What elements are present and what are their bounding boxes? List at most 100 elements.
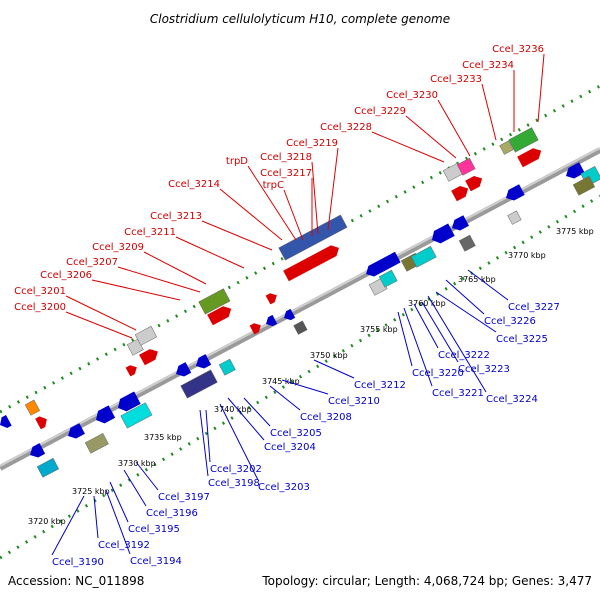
gene-block — [125, 365, 137, 377]
callout-leader-forward — [219, 188, 283, 241]
callout-leader-reverse — [413, 303, 439, 349]
gene-box — [410, 246, 437, 268]
callout-leader-reverse — [427, 295, 487, 393]
gene-arrow-reverse — [284, 308, 296, 321]
reverse-gene-label: Ccel_3205 — [270, 428, 322, 439]
gene-block — [249, 323, 261, 335]
forward-gene-label: Ccel_3219 — [286, 138, 338, 149]
gene-box — [84, 432, 109, 454]
forward-gene-label: Ccel_3234 — [462, 60, 514, 71]
gene-block — [96, 405, 116, 424]
gene-block — [68, 423, 85, 439]
gene-arrow-forward — [207, 306, 232, 326]
reverse-gene-label: Ccel_3226 — [484, 316, 536, 327]
gene-box — [36, 457, 60, 478]
gene-block — [378, 269, 398, 288]
callout-leader-forward — [247, 165, 297, 241]
forward-gene-label: trpD — [226, 156, 248, 167]
callout-leader-reverse — [93, 495, 99, 539]
gene-block — [499, 140, 514, 155]
forward-gene-label: Ccel_3233 — [430, 74, 482, 85]
dotted-track-inner — [0, 194, 600, 560]
callout-leader-reverse — [205, 409, 211, 463]
gene-box — [278, 214, 348, 261]
callout-leader-reverse — [435, 291, 497, 333]
tick-label: 3735 kbp — [144, 433, 182, 442]
callout-leader-reverse — [109, 481, 129, 523]
callout-leader-reverse — [123, 469, 147, 507]
forward-gene-label: Ccel_3230 — [386, 90, 438, 101]
gene-block — [0, 415, 12, 428]
gene-block — [572, 175, 596, 196]
forward-gene-label: Ccel_3200 — [14, 302, 66, 313]
gene-box — [507, 210, 522, 225]
gene-box — [499, 140, 514, 155]
reverse-gene-label: Ccel_3212 — [354, 380, 406, 391]
callout-leader-forward — [311, 161, 319, 235]
gene-block — [410, 246, 437, 268]
callout-leader-reverse — [105, 489, 131, 555]
gene-arrow-reverse — [196, 354, 212, 369]
gene-block — [456, 157, 476, 176]
reverse-gene-label: Ccel_3225 — [496, 334, 548, 345]
gene-box — [120, 402, 153, 429]
forward-gene-label: Ccel_3213 — [150, 211, 202, 222]
gene-block — [566, 162, 585, 179]
gene-arrow-reverse — [506, 184, 525, 201]
callout-leader-reverse — [467, 269, 509, 301]
tick-label: 3765 kbp — [458, 275, 496, 284]
gene-block — [508, 127, 539, 153]
gene-arrow-reverse — [30, 443, 46, 458]
gene-arrow-reverse — [432, 223, 455, 244]
genome-summary: Topology: circular; Length: 4,068,724 bp… — [261, 574, 592, 588]
gene-arrow-forward — [517, 148, 542, 168]
gene-block — [139, 349, 158, 366]
tick-label: 3775 kbp — [556, 227, 594, 236]
gene-block — [506, 184, 525, 201]
gene-block — [120, 402, 153, 429]
tick-label: 3720 kbp — [28, 517, 66, 526]
gene-block — [118, 391, 141, 412]
gene-arrow-reverse — [0, 415, 12, 428]
gene-block — [278, 214, 348, 261]
reverse-gene-label: Ccel_3194 — [130, 556, 182, 567]
callout-leader-forward — [175, 236, 245, 269]
gene-box — [198, 288, 231, 315]
gene-box — [378, 269, 398, 288]
callout-leader-forward — [65, 311, 133, 339]
callout-leader-forward — [143, 251, 207, 285]
gene-arrow-reverse — [366, 251, 401, 277]
accession: Accession: NC_011898 — [8, 574, 144, 588]
gene-block — [465, 176, 483, 192]
forward-gene-label: Ccel_3218 — [260, 152, 312, 163]
forward-gene-label: Ccel_3211 — [124, 227, 176, 238]
callout-leader-reverse — [445, 279, 485, 315]
reverse-gene-label: Ccel_3195 — [128, 524, 180, 535]
gene-block — [517, 148, 542, 168]
forward-gene-label: trpC — [263, 180, 284, 191]
callout-leader-forward — [65, 295, 137, 331]
tick-label: 3770 kbp — [508, 251, 546, 260]
reverse-gene-label: Ccel_3204 — [264, 442, 316, 453]
gene-block — [293, 320, 308, 335]
gene-block — [451, 186, 469, 202]
callout-leader-reverse — [281, 379, 329, 395]
gene-arrow-forward — [465, 176, 483, 192]
callout-leader-reverse — [269, 385, 301, 411]
gene-arrow-reverse — [452, 215, 469, 231]
forward-gene-label: Ccel_3229 — [354, 106, 406, 117]
gene-block — [196, 354, 212, 369]
gene-block — [198, 288, 231, 315]
gene-block — [30, 443, 46, 458]
forward-gene-label: Ccel_3201 — [14, 286, 66, 297]
callout-leader-reverse — [135, 461, 159, 491]
callout-leader-reverse — [51, 495, 85, 556]
reverse-gene-label: Ccel_3224 — [486, 394, 538, 405]
reverse-gene-label: Ccel_3197 — [158, 492, 210, 503]
callout-leader-forward — [371, 131, 445, 163]
gene-block — [265, 293, 277, 305]
gene-arrow-reverse — [68, 423, 85, 439]
reverse-gene-label: Ccel_3208 — [300, 412, 352, 423]
reverse-gene-label: Ccel_3227 — [508, 302, 560, 313]
